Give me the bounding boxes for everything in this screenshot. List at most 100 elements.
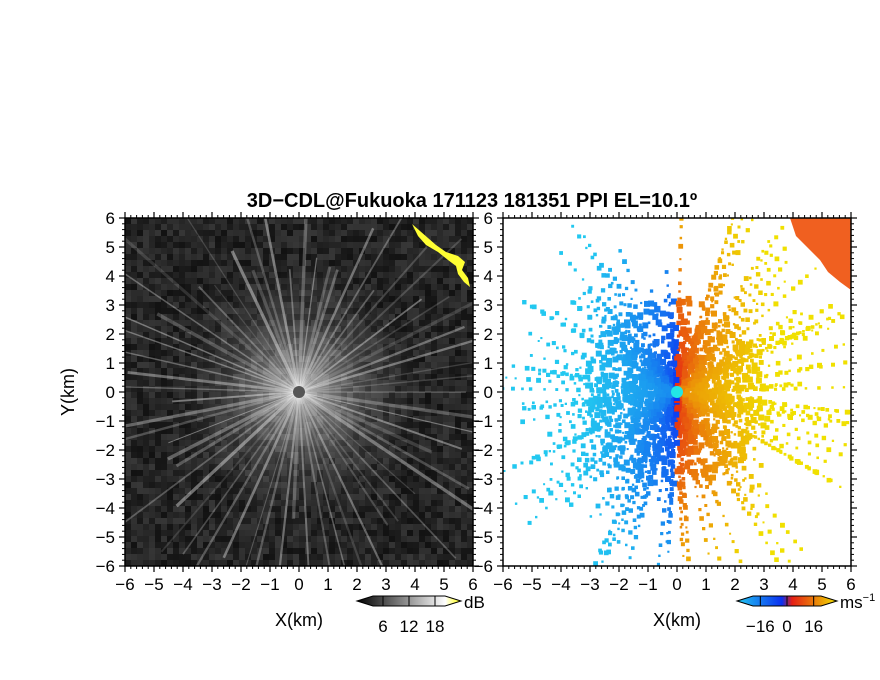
snr-noise-cell xyxy=(449,224,455,230)
snr-noise-cell xyxy=(377,278,383,284)
snr-noise-cell xyxy=(215,248,221,254)
snr-noise-cell xyxy=(245,554,251,560)
snr-noise-cell xyxy=(395,518,401,524)
snr-noise-cell xyxy=(437,356,443,362)
snr-noise-cell xyxy=(431,536,437,542)
snr-noise-cell xyxy=(353,548,359,554)
velocity-pixel xyxy=(743,206,748,211)
snr-noise-cell xyxy=(197,536,203,542)
snr-noise-cell xyxy=(467,332,473,338)
velocity-pixel xyxy=(577,494,581,498)
snr-noise-cell xyxy=(425,386,431,392)
snr-noise-cell xyxy=(437,302,443,308)
snr-noise-cell xyxy=(125,500,131,506)
snr-noise-cell xyxy=(425,224,431,230)
snr-noise-cell xyxy=(437,536,443,542)
snr-yellow-echo xyxy=(412,224,470,287)
velocity-pixel xyxy=(720,372,723,375)
snr-noise-cell xyxy=(191,236,197,242)
snr-noise-cell xyxy=(149,344,155,350)
snr-noise-cell xyxy=(161,434,167,440)
snr-noise-cell xyxy=(215,512,221,518)
snr-noise-cell xyxy=(257,242,263,248)
snr-noise-cell xyxy=(437,482,443,488)
snr-noise-cell xyxy=(125,236,131,242)
snr-noise-cell xyxy=(161,338,167,344)
snr-noise-cell xyxy=(161,470,167,476)
snr-noise-cell xyxy=(425,512,431,518)
snr-noise-cell xyxy=(137,554,143,560)
snr-noise-cell xyxy=(431,362,437,368)
velocity-pixel xyxy=(687,311,692,316)
snr-noise-cell xyxy=(449,482,455,488)
velocity-pixel xyxy=(624,286,629,291)
snr-noise-cell xyxy=(143,524,149,530)
snr-noise-cell xyxy=(131,398,137,404)
velocity-pixel xyxy=(735,466,738,469)
snr-noise-cell xyxy=(161,344,167,350)
snr-noise-cell xyxy=(125,542,131,548)
snr-noise-cell xyxy=(377,260,383,266)
snr-noise-cell xyxy=(173,422,179,428)
snr-noise-cell xyxy=(155,332,161,338)
snr-noise-cell xyxy=(419,296,425,302)
snr-noise-cell xyxy=(419,272,425,278)
snr-noise-cell xyxy=(125,356,131,362)
snr-noise-cell xyxy=(329,548,335,554)
snr-noise-cell xyxy=(455,548,461,554)
snr-noise-cell xyxy=(407,440,413,446)
snr-noise-cell xyxy=(179,218,185,224)
snr-noise-cell xyxy=(167,410,173,416)
snr-noise-cell xyxy=(137,512,143,518)
snr-noise-cell xyxy=(137,344,143,350)
snr-noise-cell xyxy=(425,260,431,266)
snr-noise-cell xyxy=(413,326,419,332)
velocity-pixel xyxy=(731,488,736,494)
velocity-pixel xyxy=(570,424,576,429)
snr-noise-cell xyxy=(455,242,461,248)
snr-noise-cell xyxy=(401,536,407,542)
snr-noise-cell xyxy=(461,242,467,248)
snr-noise-cell xyxy=(203,530,209,536)
snr-noise-cell xyxy=(461,434,467,440)
snr-noise-cell xyxy=(161,410,167,416)
snr-noise-cell xyxy=(461,470,467,476)
velocity-pixel xyxy=(722,312,727,316)
snr-noise-cell xyxy=(419,392,425,398)
snr-noise-cell xyxy=(221,560,227,566)
velocity-pixel xyxy=(802,335,808,341)
snr-noise-cell xyxy=(443,344,449,350)
velocity-pixel xyxy=(817,407,821,411)
snr-noise-cell xyxy=(143,452,149,458)
snr-noise-cell xyxy=(233,506,239,512)
snr-noise-cell xyxy=(455,284,461,290)
snr-noise-cell xyxy=(407,320,413,326)
snr-noise-cell xyxy=(179,476,185,482)
snr-noise-cell xyxy=(413,320,419,326)
snr-noise-cell xyxy=(149,458,155,464)
snr-noise-cell xyxy=(149,428,155,434)
snr-noise-cell xyxy=(143,500,149,506)
snr-noise-cell xyxy=(215,536,221,542)
snr-noise-cell xyxy=(179,422,185,428)
snr-noise-cell xyxy=(149,434,155,440)
snr-noise-cell xyxy=(449,524,455,530)
snr-noise-cell xyxy=(461,536,467,542)
snr-noise-cell xyxy=(227,260,233,266)
snr-noise-cell xyxy=(383,302,389,308)
snr-noise-cell xyxy=(131,218,137,224)
snr-noise-cell xyxy=(305,260,311,266)
snr-noise-cell xyxy=(173,248,179,254)
snr-noise-cell xyxy=(425,230,431,236)
snr-noise-cell xyxy=(299,236,305,242)
snr-noise-cell xyxy=(161,464,167,470)
snr-noise-cell xyxy=(419,326,425,332)
snr-noise-cell xyxy=(437,512,443,518)
velocity-pixel xyxy=(590,334,594,338)
snr-noise-cell xyxy=(131,518,137,524)
snr-noise-cell xyxy=(293,254,299,260)
snr-noise-cell xyxy=(233,224,239,230)
snr-noise-cell xyxy=(371,506,377,512)
velocity-pixel xyxy=(764,293,768,297)
snr-noise-cell xyxy=(431,428,437,434)
